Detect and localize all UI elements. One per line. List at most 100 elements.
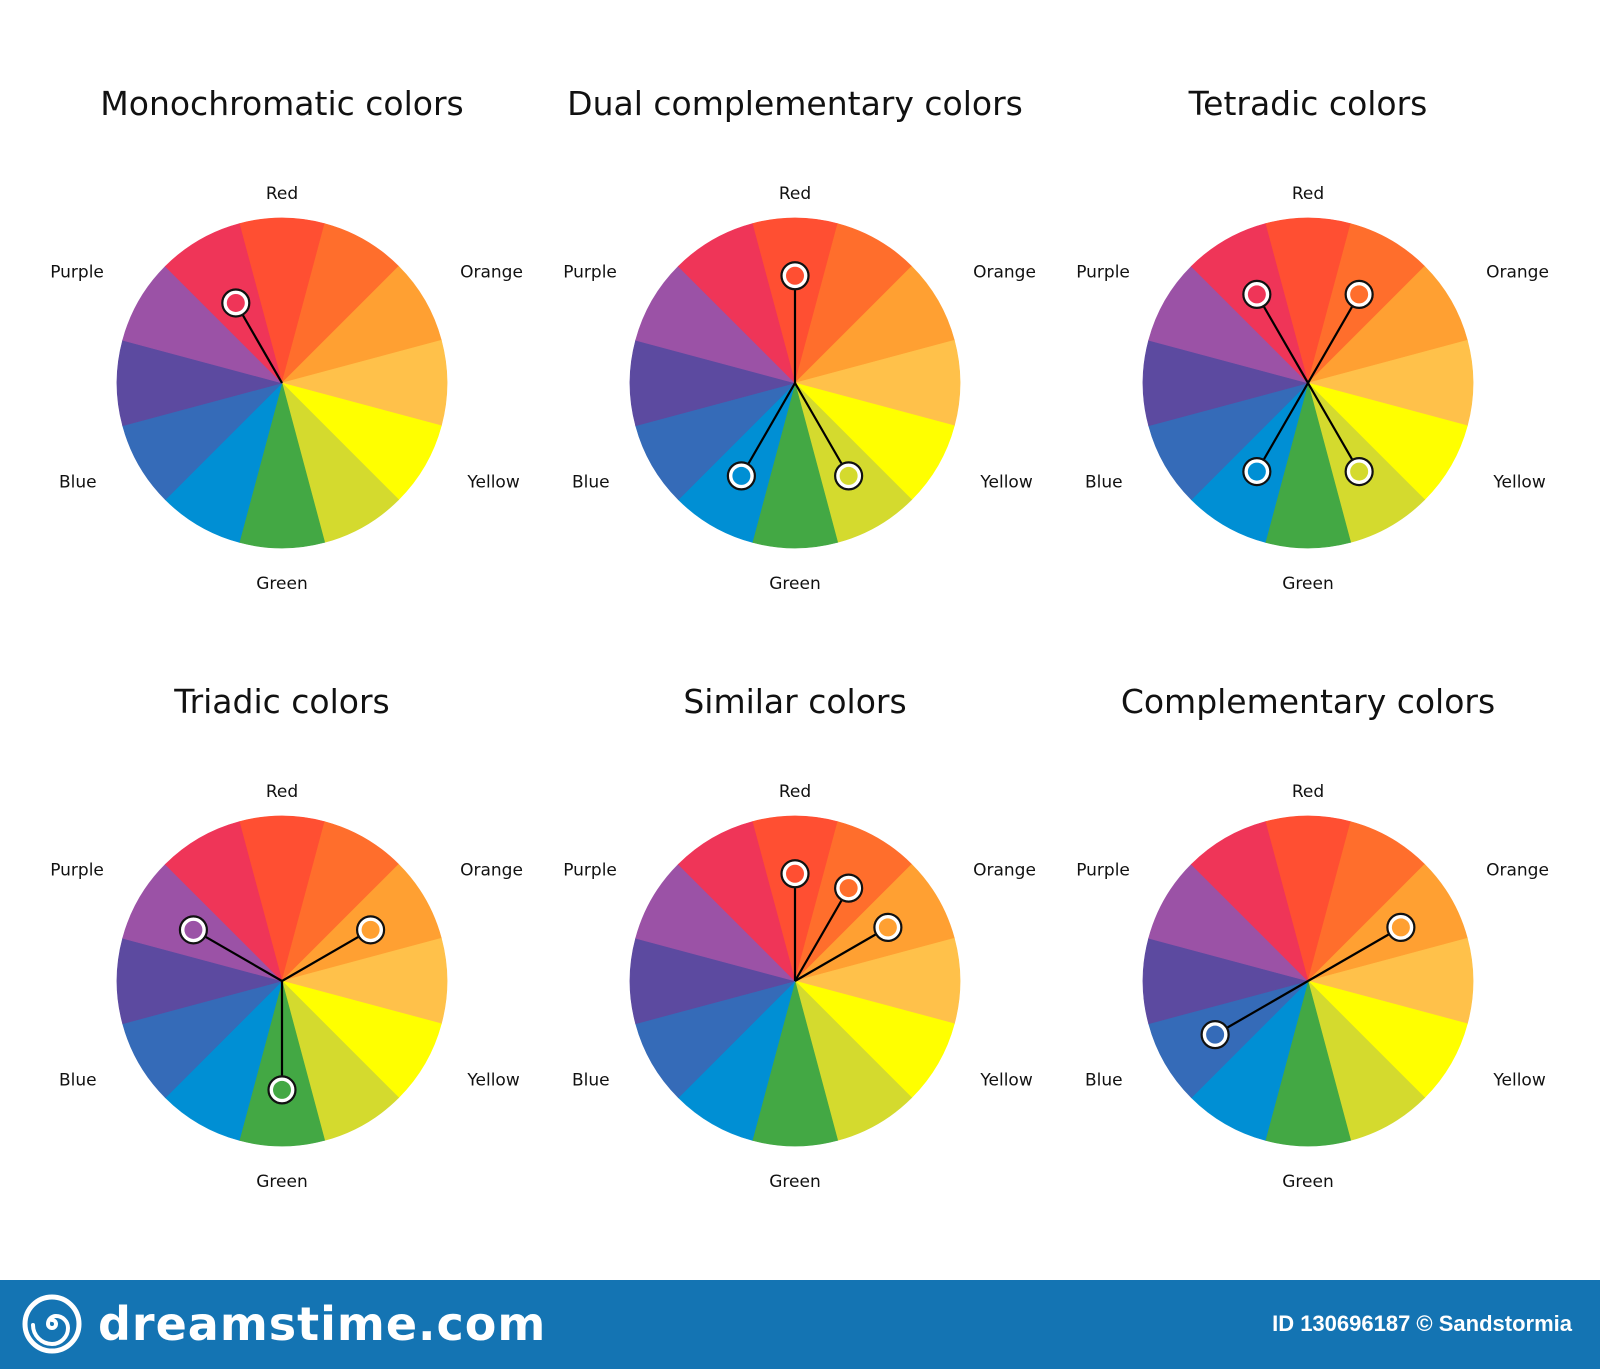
selection-line <box>281 928 372 982</box>
wheel-segment <box>751 381 839 549</box>
selection-line <box>192 928 283 982</box>
spiral-logo-icon <box>22 1294 82 1354</box>
wheel-label-orange: Orange <box>973 861 1036 881</box>
wheel-complementary: Complementary colors Red Orange Yellow Green… <box>1076 682 1549 1192</box>
selection-marker <box>839 879 858 898</box>
selection-line <box>740 382 796 477</box>
wheel-segment <box>635 265 797 384</box>
wheel-segment <box>751 979 839 1147</box>
wheel-segment <box>629 937 797 1025</box>
wheel-segment <box>280 265 442 384</box>
selection-line <box>1307 926 1402 982</box>
wheel-segment <box>793 265 955 384</box>
wheel-segment <box>1190 979 1309 1141</box>
wheel-label-green: Green <box>1282 1172 1333 1192</box>
wheel-label-yellow: Yellow <box>1492 473 1545 493</box>
selection-line <box>1255 382 1309 473</box>
wheel-segment <box>281 821 400 983</box>
wheel-label-blue: Blue <box>1085 473 1123 493</box>
wheel-label-blue: Blue <box>59 473 97 493</box>
selection-marker <box>786 864 804 883</box>
wheel-segment <box>1148 265 1310 384</box>
wheel-segment <box>1307 821 1426 983</box>
wheel-label-blue: Blue <box>572 1071 610 1091</box>
wheel-title: Complementary colors <box>1121 682 1495 721</box>
wheel-label-purple: Purple <box>50 263 104 283</box>
wheel-segment <box>629 339 797 427</box>
wheel-segment <box>122 980 284 1099</box>
wheel-label-orange: Orange <box>1486 263 1549 283</box>
selection-marker <box>1350 462 1369 481</box>
wheel-segment <box>1142 937 1310 1025</box>
wheel-segment <box>116 339 284 427</box>
wheel-label-red: Red <box>266 184 298 204</box>
selection-line <box>1255 293 1309 384</box>
selection-marker <box>1247 462 1266 481</box>
wheel-monochromatic: Monochromatic colors Red Orange Yellow Green… <box>50 84 523 594</box>
selection-marker <box>1391 918 1410 937</box>
selection-marker <box>273 1080 291 1099</box>
wheel-title: Tetradic colors <box>1188 84 1428 123</box>
wheel-segment <box>116 937 284 1025</box>
wheel-segment <box>1148 863 1310 982</box>
wheel-segment <box>794 223 913 385</box>
selection-line <box>1307 293 1361 384</box>
wheel-segment <box>1264 381 1352 549</box>
wheel-label-purple: Purple <box>563 263 617 283</box>
selection-marker <box>1206 1025 1225 1044</box>
selection-line <box>1307 382 1361 473</box>
wheel-label-orange: Orange <box>460 861 523 881</box>
selection-marker <box>226 293 245 312</box>
wheel-segment <box>238 217 326 385</box>
wheel-label-yellow: Yellow <box>979 473 1032 493</box>
wheel-segment <box>1307 979 1426 1141</box>
wheel-segment <box>164 979 283 1141</box>
wheel-dual-complementary: Dual complementary colors Red Orange Yellow… <box>563 84 1036 594</box>
image-credit: ID 130696187 © Sandstormia <box>1272 1311 1572 1336</box>
wheel-segment <box>793 382 955 501</box>
wheel-label-green: Green <box>1282 574 1333 594</box>
wheel-segment <box>280 937 448 1025</box>
wheel-title: Dual complementary colors <box>567 84 1023 123</box>
wheel-label-yellow: Yellow <box>979 1071 1032 1091</box>
wheel-label-yellow: Yellow <box>1492 1071 1545 1091</box>
wheel-triadic: Triadic colors Red Orange Yellow Green Blue Pu… <box>50 682 523 1192</box>
wheel-label-orange: Orange <box>973 263 1036 283</box>
wheel-label-yellow: Yellow <box>466 473 519 493</box>
wheel-label-green: Green <box>769 574 820 594</box>
wheel-segment <box>1264 815 1352 983</box>
selection-marker <box>732 466 751 485</box>
selection-marker <box>1350 285 1369 304</box>
wheel-segment <box>793 339 961 427</box>
selection-line <box>1214 980 1309 1036</box>
wheel-segment <box>1306 980 1468 1099</box>
wheel-segment <box>1306 265 1468 384</box>
brand-name[interactable]: dreamstime.com <box>98 1297 547 1351</box>
wheel-label-purple: Purple <box>1076 861 1130 881</box>
wheel-segment <box>1148 382 1310 501</box>
wheel-segment <box>280 980 442 1099</box>
wheel-segment <box>677 821 796 983</box>
wheel-segment <box>794 979 913 1141</box>
wheel-title: Similar colors <box>683 682 906 721</box>
wheel-label-blue: Blue <box>572 473 610 493</box>
wheel-segment <box>281 979 400 1141</box>
wheel-segment <box>122 382 284 501</box>
wheel-segment <box>281 381 400 543</box>
wheel-segment <box>280 339 448 427</box>
wheel-label-red: Red <box>266 782 298 802</box>
wheel-label-purple: Purple <box>50 861 104 881</box>
selection-marker <box>184 920 203 939</box>
wheel-segment <box>164 821 283 983</box>
color-wheels-diagram: Monochromatic colors Red Orange Yellow Green… <box>50 84 1549 1192</box>
wheel-title: Triadic colors <box>173 682 389 721</box>
wheel-tetradic: Tetradic colors Red Orange Yellow Green Blue P… <box>1076 84 1549 594</box>
wheel-label-orange: Orange <box>1486 861 1549 881</box>
wheel-segment <box>1306 937 1474 1025</box>
wheel-segment <box>635 382 797 501</box>
wheel-label-purple: Purple <box>1076 263 1130 283</box>
wheel-label-blue: Blue <box>1085 1071 1123 1091</box>
wheel-segment <box>1142 339 1310 427</box>
wheel-label-red: Red <box>779 782 811 802</box>
wheel-label-purple: Purple <box>563 861 617 881</box>
